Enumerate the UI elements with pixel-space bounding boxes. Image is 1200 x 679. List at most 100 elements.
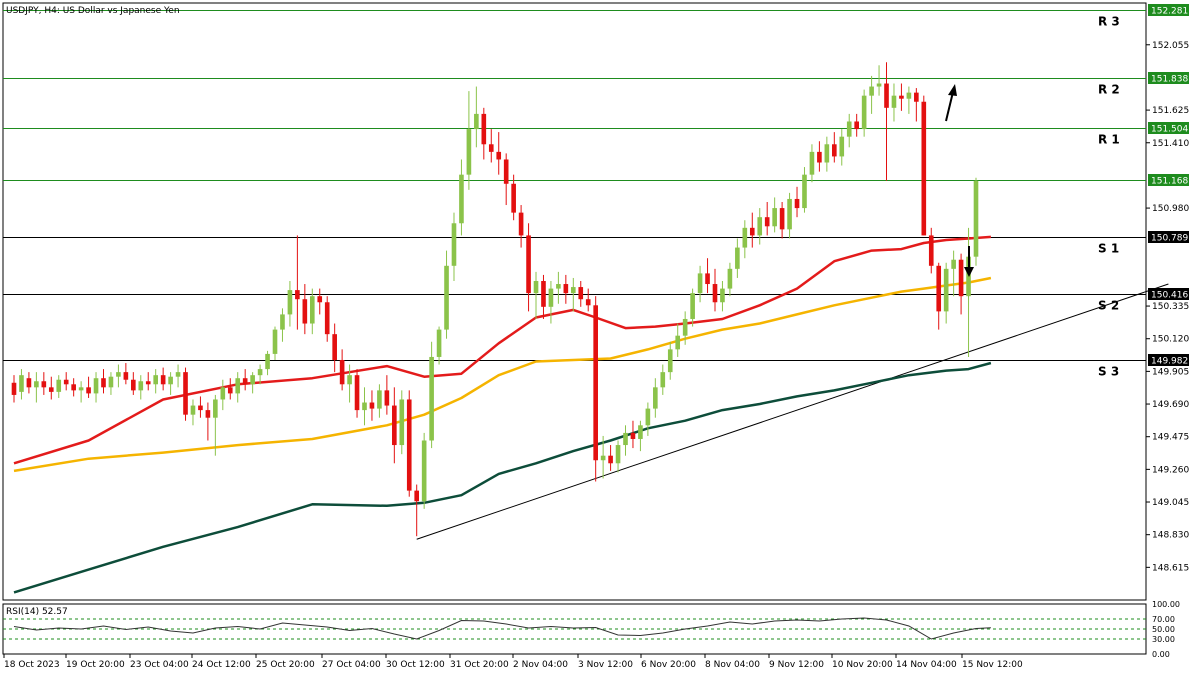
- rsi-tick-label: 50.00: [1152, 625, 1175, 634]
- candle-body: [399, 399, 405, 446]
- time-tick-label: 18 Oct 2023: [4, 660, 60, 670]
- candle-body: [735, 247, 740, 269]
- candle-body: [846, 121, 852, 137]
- time-tick-label: 27 Oct 04:00: [322, 660, 381, 670]
- candle-body: [899, 95, 904, 99]
- candle-body: [175, 372, 181, 377]
- candle-body: [213, 399, 218, 418]
- candle-body: [369, 402, 375, 409]
- candle-body: [63, 379, 69, 385]
- candle-body: [958, 259, 964, 297]
- candle-body: [384, 390, 390, 406]
- candle-body: [593, 305, 598, 461]
- price-tick-label: 149.905: [1152, 367, 1189, 377]
- time-tick-label: 30 Oct 12:00: [386, 660, 445, 670]
- time-tick-label: 24 Oct 12:00: [192, 660, 251, 670]
- candle-body: [272, 329, 278, 354]
- candle-body: [720, 288, 725, 303]
- time-tick-label: 3 Nov 12:00: [578, 660, 633, 670]
- candle-body: [578, 287, 584, 300]
- candle-body: [876, 83, 882, 87]
- level-price-badge: [1148, 122, 1189, 134]
- candle-body: [794, 198, 800, 209]
- level-label: R 3: [1098, 15, 1120, 29]
- level-price-badge: [1148, 174, 1189, 186]
- candle-body: [757, 217, 763, 236]
- price-axis: 152.055 151.625 151.410 150.980 150.335 150.1…: [1146, 4, 1189, 573]
- candle-body: [242, 378, 248, 385]
- price-tick-label: 152.055: [1152, 41, 1189, 51]
- candle-body: [548, 288, 554, 307]
- moving-average-line: [13, 276, 992, 473]
- candle-body: [697, 273, 703, 294]
- candle-body: [772, 208, 777, 227]
- candle-body: [302, 299, 308, 324]
- time-tick-label: 25 Oct 20:00: [256, 660, 315, 670]
- up-arrowhead-icon: [948, 84, 957, 96]
- level-price-badge: [1148, 72, 1189, 84]
- price-tick-label: 149.045: [1152, 498, 1189, 508]
- rsi-line: [13, 617, 991, 640]
- candle-body: [824, 144, 830, 163]
- candle-body: [138, 381, 144, 391]
- candle-body: [943, 268, 949, 312]
- candle-body: [34, 381, 39, 388]
- candle-body: [556, 284, 561, 289]
- candle-body: [265, 353, 270, 370]
- candle-body: [638, 425, 643, 439]
- moving-averages: [13, 235, 992, 594]
- candle-body: [392, 405, 397, 446]
- candle-body: [145, 381, 151, 385]
- candle-body: [787, 198, 792, 230]
- candle-body: [444, 265, 449, 330]
- level-label: R 1: [1098, 133, 1120, 147]
- level-price-label: 151.838: [1151, 75, 1188, 85]
- price-tick-label: 151.410: [1152, 139, 1189, 149]
- candle-body: [817, 151, 822, 163]
- price-tick-label: 148.830: [1152, 531, 1189, 541]
- candle-body: [153, 375, 159, 385]
- candle-body: [227, 387, 233, 394]
- candle-body: [235, 378, 241, 394]
- candle-body: [93, 378, 99, 394]
- candle-body: [429, 356, 434, 441]
- candle-body: [585, 299, 591, 306]
- candle-body: [973, 180, 979, 257]
- candle-body: [526, 235, 531, 294]
- level-price-badge: [1148, 231, 1189, 243]
- candle-body: [41, 381, 47, 388]
- candle-body: [503, 159, 509, 184]
- candle-body: [667, 349, 673, 373]
- candle-body: [914, 92, 919, 102]
- candle-body: [71, 384, 76, 391]
- candle-body: [511, 183, 516, 213]
- candle-body: [615, 445, 621, 464]
- candle-body: [406, 399, 412, 491]
- price-tick-label: 150.335: [1152, 302, 1189, 312]
- candle-body: [682, 318, 688, 336]
- time-tick-label: 19 Oct 20:00: [66, 660, 125, 670]
- candle-body: [205, 410, 211, 418]
- price-tick-label: 151.625: [1152, 106, 1189, 116]
- candle-body: [966, 256, 971, 297]
- price-tick-label: 150.980: [1152, 204, 1189, 214]
- candle-body: [749, 227, 755, 236]
- candle-body: [459, 174, 464, 224]
- candle-body: [675, 335, 681, 350]
- candle-body: [570, 287, 576, 294]
- candle-body: [928, 235, 934, 266]
- candle-body: [317, 296, 323, 303]
- price-tick-label: 149.260: [1152, 465, 1189, 475]
- candle-body: [190, 405, 196, 415]
- level-price-badge: [1148, 288, 1189, 300]
- level-lines: [3, 10, 1146, 361]
- rsi-tick-label: 30.00: [1152, 635, 1175, 644]
- candle-body: [11, 382, 17, 395]
- candle-body: [645, 408, 651, 426]
- time-axis: 18 Oct 2023 19 Oct 20:00 23 Oct 04:00 24 Oc…: [3, 654, 1023, 670]
- candle-body: [861, 95, 867, 130]
- candle-body: [712, 284, 718, 303]
- candle-body: [414, 490, 420, 502]
- candle-body: [660, 372, 666, 388]
- time-tick-label: 15 Nov 12:00: [962, 660, 1023, 670]
